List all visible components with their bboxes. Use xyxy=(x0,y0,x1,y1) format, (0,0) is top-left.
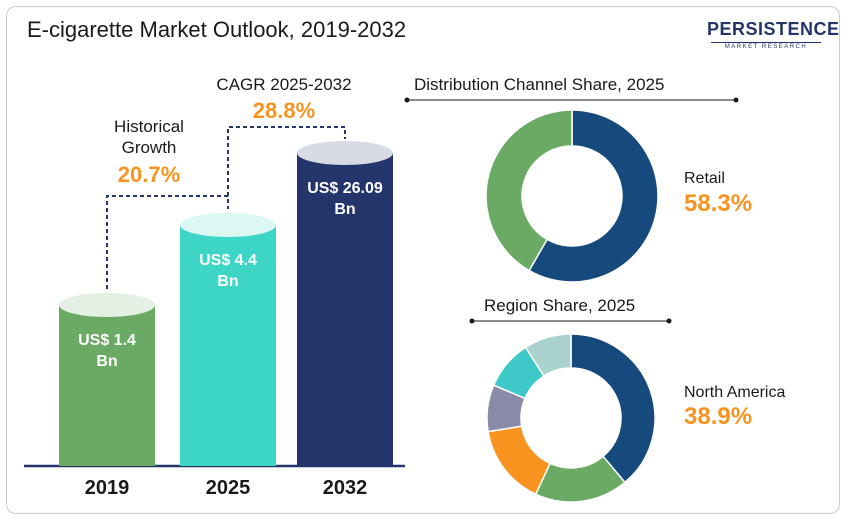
cagr-connector xyxy=(227,126,346,196)
logo-rule xyxy=(711,42,821,43)
logo-wordmark: PERSISTENCE xyxy=(707,19,840,39)
donut-slice xyxy=(485,109,573,272)
north-america-label: North America xyxy=(684,384,786,401)
distribution-donut xyxy=(404,97,739,283)
bar-chart: US$ 1.4 Bn 2019 US$ 4.4 Bn 2025 US$ 26.09 Bn 203… xyxy=(24,126,405,499)
historical-growth-value: 20.7% xyxy=(117,162,181,187)
cagr-value: 28.8% xyxy=(252,98,316,123)
x-tick-label: 2019 xyxy=(85,477,130,499)
historical-growth-label: Historical Growth xyxy=(114,117,184,157)
donut-slice xyxy=(524,333,572,377)
logo-tagline: MARKET RESEARCH xyxy=(724,44,808,50)
bar-value-label: US$ 4.4 xyxy=(199,252,257,269)
bar-2019: US$ 1.4 Bn xyxy=(59,293,155,466)
retail-value: 58.3% xyxy=(684,190,753,217)
bar-value-unit: Bn xyxy=(334,201,355,218)
bar-top xyxy=(59,293,155,317)
bar-value-unit: Bn xyxy=(217,273,238,290)
x-tick-label: 2025 xyxy=(206,477,251,499)
north-america-value: 38.9% xyxy=(684,403,753,430)
title-rule-dot xyxy=(666,318,672,324)
title-rule-dot xyxy=(469,318,475,324)
region-donut xyxy=(469,318,672,503)
bar-2032: US$ 26.09 Bn xyxy=(297,141,393,466)
bar-value-label: US$ 26.09 xyxy=(307,180,383,197)
retail-label: Retail xyxy=(684,170,725,187)
bar-body xyxy=(297,153,393,466)
bar-2025: US$ 4.4 Bn xyxy=(180,213,276,466)
bar-body xyxy=(180,225,276,466)
region-title: Region Share, 2025 xyxy=(484,296,636,315)
brand-logo: PERSISTENCE MARKET RESEARCH xyxy=(707,19,840,63)
distribution-title: Distribution Channel Share, 2025 xyxy=(414,75,665,94)
donut-slice xyxy=(570,333,656,484)
chart-title: E-cigarette Market Outlook, 2019-2032 xyxy=(27,17,407,42)
title-rule-dot xyxy=(404,97,410,103)
donut-slice xyxy=(487,425,551,496)
bar-value-label: US$ 1.4 xyxy=(78,332,136,349)
x-tick-label: 2032 xyxy=(323,477,368,499)
bar-top xyxy=(297,141,393,165)
title-rule-dot xyxy=(733,97,739,103)
bar-value-unit: Bn xyxy=(96,353,117,370)
cagr-label: CAGR 2025-2032 xyxy=(216,75,352,94)
bar-body xyxy=(59,305,155,466)
historical-growth-connector xyxy=(106,195,229,289)
donut-slice xyxy=(528,109,659,283)
bar-top xyxy=(180,213,276,237)
